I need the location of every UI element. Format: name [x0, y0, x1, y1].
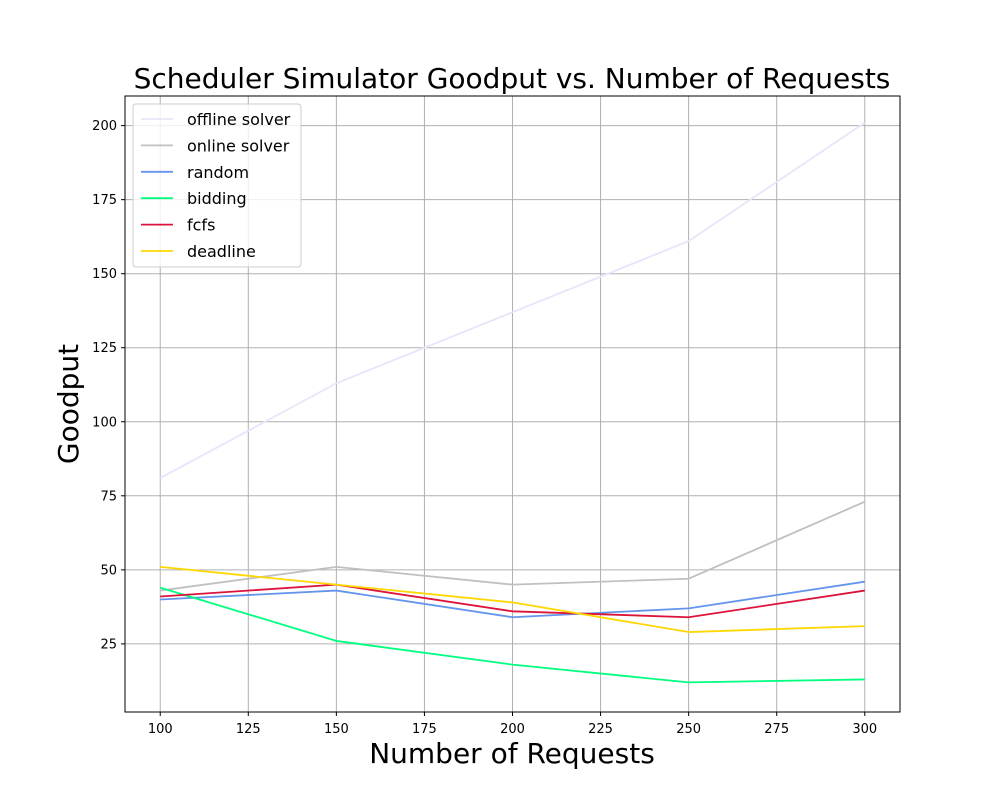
y-axis-label: Goodput [52, 344, 85, 464]
series-line-fcfs [160, 583, 865, 619]
y-tick-label: 125 [92, 341, 117, 356]
y-axis-ticks: 25 50 75 100 125 150 175 200 [92, 119, 125, 652]
series-line-offline-solver [159, 121, 866, 479]
legend-label: deadline [187, 242, 256, 261]
x-tick-label: 100 [148, 722, 173, 737]
y-tick-label: 100 [92, 415, 117, 430]
x-tick-label: 225 [588, 722, 613, 737]
legend-box [132, 103, 302, 268]
x-tick-label: 200 [500, 722, 525, 737]
legend-label: random [187, 163, 249, 182]
series-lines [159, 121, 866, 684]
series-line-bidding [159, 586, 865, 684]
legend: offline solver online solver random bidding… [132, 103, 302, 268]
legend-label: bidding [187, 189, 247, 208]
series-line-random [160, 580, 865, 619]
x-tick-label: 150 [324, 722, 349, 737]
legend-label: fcfs [187, 216, 215, 235]
y-tick-label: 25 [100, 637, 117, 652]
y-tick-label: 150 [92, 267, 117, 282]
series-line-deadline [160, 565, 865, 633]
x-tick-label: 125 [236, 722, 261, 737]
grid [125, 96, 900, 712]
chart-title: Scheduler Simulator Goodput vs. Number o… [134, 62, 891, 95]
x-axis-label: Number of Requests [369, 737, 655, 770]
series-line-online-solver [160, 500, 866, 592]
x-axis-ticks: 100 125 150 175 200 225 250 275 300 [148, 712, 877, 737]
y-tick-label: 175 [92, 193, 117, 208]
y-tick-label: 50 [100, 563, 117, 578]
x-tick-label: 175 [412, 722, 437, 737]
y-tick-label: 200 [92, 119, 117, 134]
legend-label: offline solver [187, 110, 291, 129]
x-tick-label: 300 [852, 722, 877, 737]
x-tick-label: 250 [676, 722, 701, 737]
y-tick-label: 75 [100, 489, 117, 504]
legend-label: online solver [187, 136, 290, 155]
x-tick-label: 275 [764, 722, 789, 737]
